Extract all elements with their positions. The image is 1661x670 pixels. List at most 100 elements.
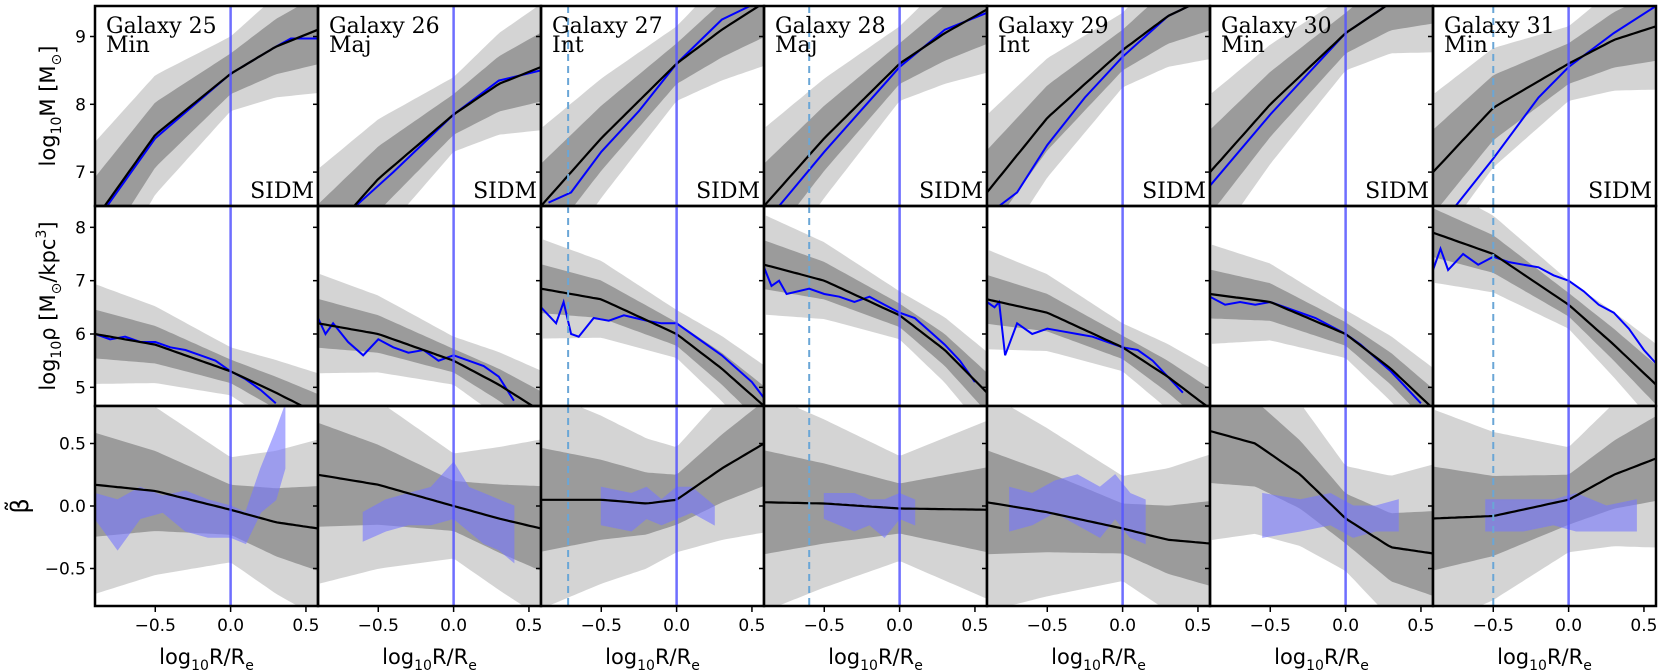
panel-2-anisotropy-plot [541,406,764,606]
y-tick-label: 7 [75,272,86,292]
panel-0-anisotropy: −0.5 0.0 0.5 −0.5 0.0 0.5 log10R/Re [45,404,319,670]
galaxy-name: Galaxy 26 [329,14,440,39]
inner-confidence-band [541,406,764,552]
panel-6-density-plot [1433,206,1656,406]
x-tick-label: 0.0 [663,616,690,636]
galaxy-name: Galaxy 25 [106,14,217,39]
projection-axis: Min [1444,33,1488,58]
y-tick-label: −0.5 [45,560,86,580]
panel-6-anisotropy-plot [1433,406,1656,606]
x-tick-label: 0.0 [440,616,467,636]
x-tick-label: −0.5 [804,616,845,636]
model-mass-line [987,6,1192,194]
model-density-line [764,263,987,394]
outer-confidence-band [1433,206,1656,406]
model-anisotropy-line [1433,457,1656,520]
panel-3-density [759,204,989,408]
data-density-line [541,298,764,399]
y-tick-label: 9 [75,28,86,48]
data-mass-line [1454,6,1656,206]
x-axis-title: log10R/Re [159,645,254,670]
x-tick-label: 0.0 [886,616,913,636]
data-mass-line [548,6,753,204]
model-anisotropy-line [987,501,1210,545]
panel-5-anisotropy: −0.5 0.0 0.5 log10R/Re [1205,404,1434,670]
inner-confidence-band [1433,6,1656,206]
projection-axis: Min [106,33,150,58]
labels-layer: log10M [M⊙] log10ρ [M⊙/kpc3] β̃ [4,46,65,514]
panel-5-anisotropy-plot [1210,406,1433,606]
model-density-line [1433,231,1656,386]
panel-5-density [1205,204,1435,408]
projection-axis: Maj [775,33,817,58]
data-density-line [1210,295,1422,404]
panel-2-mass-plot [541,6,764,206]
y-axis-title-density: log10ρ [M⊙/kpc3] [34,221,65,390]
x-tick-label: −0.5 [1473,616,1514,636]
outer-confidence-band [1210,6,1433,206]
model-density-line [541,287,764,406]
x-axis-title: log10R/Re [382,645,477,670]
sidm-tag: SIDM [1365,179,1429,204]
data-anisotropy-band [1262,492,1399,538]
y-tick-label: 6 [75,325,86,345]
inner-confidence-band [541,6,764,206]
model-anisotropy-line [764,501,987,511]
sidm-tag: SIDM [696,179,760,204]
x-tick-label: −0.5 [1027,616,1068,636]
x-tick-label: 0.5 [1630,616,1657,636]
x-tick-label: 0.5 [292,616,319,636]
model-anisotropy-line [318,473,541,530]
panel-2-anisotropy: −0.5 0.0 0.5 log10R/Re [536,404,765,670]
data-anisotropy-band [600,486,715,532]
panel-4-density-plot [987,206,1210,406]
model-density-line [95,332,305,406]
panel-0-mass-plot [95,6,318,206]
y-axis-title-mass: log10M [M⊙] [36,46,65,167]
inner-confidence-band [541,264,764,406]
inner-confidence-band [318,32,541,206]
y-tick-label: 5 [75,378,86,398]
inner-confidence-band [764,240,987,406]
panel-2-density [536,204,766,408]
y-tick-label: 8 [75,95,86,115]
model-anisotropy-line [95,483,318,530]
panel-5-mass-plot [1210,6,1433,206]
x-tick-label: −0.5 [1250,616,1291,636]
x-axis-title: log10R/Re [1497,645,1592,670]
data-density-line [1433,245,1656,364]
galaxy-name: Galaxy 27 [552,14,663,39]
galaxy-name: Galaxy 31 [1444,14,1555,39]
x-tick-label: 0.0 [1555,616,1582,636]
data-density-line [987,299,1184,394]
model-mass-line [1433,25,1656,173]
sidm-tag: SIDM [919,179,983,204]
sidm-tag: SIDM [1588,179,1652,204]
projection-axis: Int [998,33,1030,58]
projection-axis: Min [1221,33,1265,58]
x-tick-label: 0.0 [1332,616,1359,636]
panel-0-density: 5 6 7 8 [75,204,320,408]
y-tick-label: 0.5 [59,435,86,455]
x-tick-label: −0.5 [358,616,399,636]
inner-confidence-band [987,6,1210,206]
x-tick-label: 0.5 [1407,616,1434,636]
projection-axis: Maj [329,33,371,58]
panel-1-anisotropy: −0.5 0.0 0.5 log10R/Re [313,404,542,670]
panel-1-density-plot [318,206,541,406]
model-mass-line [764,8,987,206]
data-density-line [764,266,976,383]
panel-4-mass-plot [987,6,1210,206]
inner-confidence-band [1433,416,1656,571]
galaxy-name: Galaxy 29 [998,14,1109,39]
panel-3-mass-plot [764,6,987,206]
x-tick-label: 0.5 [515,616,542,636]
